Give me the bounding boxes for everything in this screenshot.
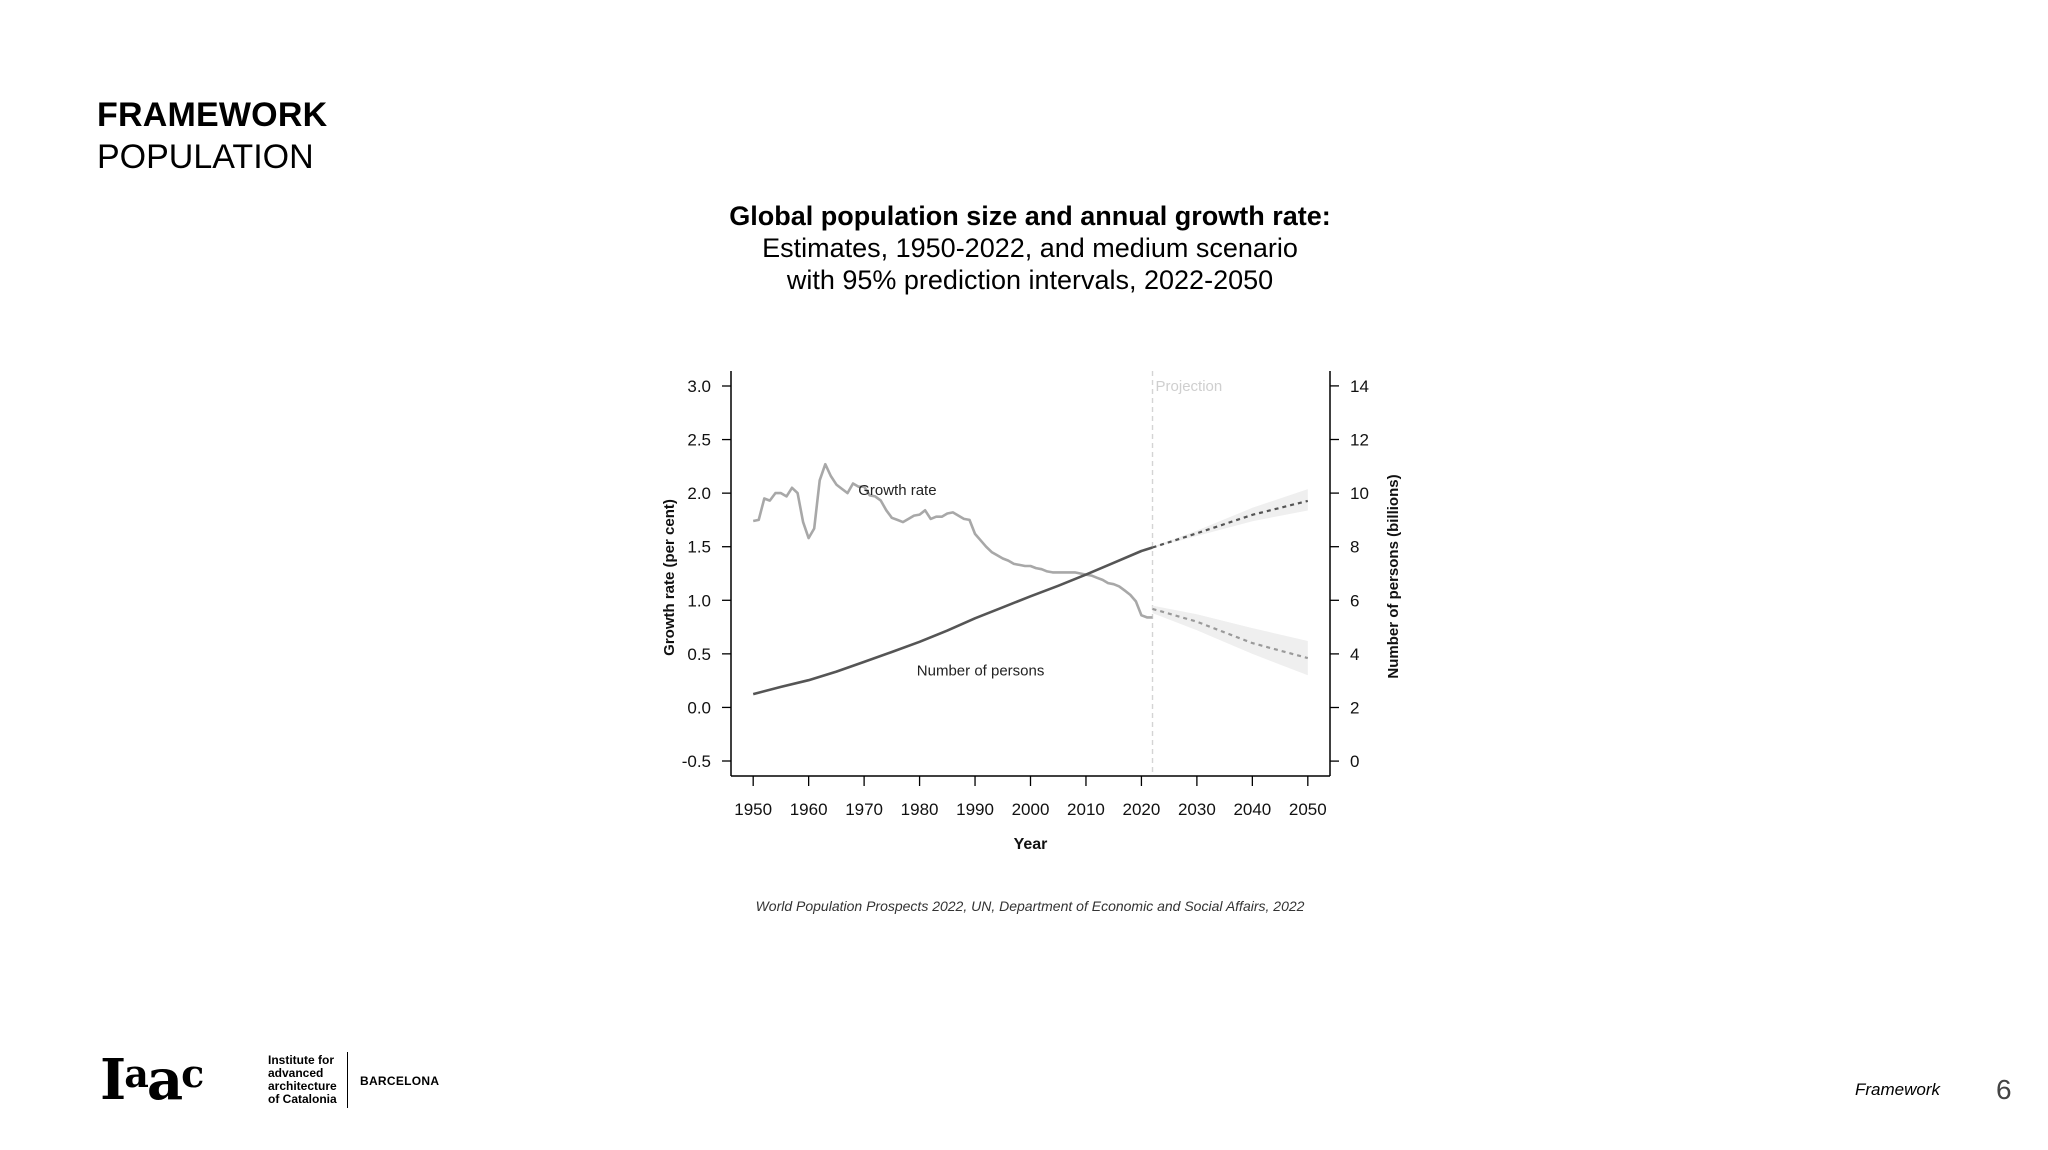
growth-rate-line	[752, 462, 1153, 619]
y-left-tick-label: 1.5	[687, 538, 711, 557]
chart-title-line-2: Estimates, 1950-2022, and medium scenari…	[762, 233, 1298, 263]
y-right-tick-label: 0	[1350, 752, 1359, 771]
projection-label: Projection	[1156, 378, 1223, 395]
section-subtitle: POPULATION	[97, 138, 314, 176]
logo-institute-text: Institute for advanced architecture of C…	[268, 1054, 337, 1106]
x-tick-label: 2020	[1123, 800, 1161, 819]
x-tick-label: 1970	[845, 800, 883, 819]
x-axis-label: Year	[1014, 836, 1048, 853]
y-left-tick-label: 2.5	[687, 431, 711, 450]
y-left-tick-label: 0.0	[687, 698, 711, 717]
logo-text-line: of Catalonia	[268, 1092, 337, 1106]
number-of-persons-projection-line	[1152, 499, 1309, 549]
y-axis-left-label: Growth rate (per cent)	[661, 499, 678, 656]
chart-title-line-1: Global population size and annual growth…	[729, 201, 1331, 231]
y-right-tick-label: 6	[1350, 591, 1359, 610]
growth-rate-label: Growth rate	[858, 482, 936, 499]
number-of-persons-prediction-interval	[1152, 489, 1308, 548]
x-tick-label: 2050	[1289, 800, 1327, 819]
logo-text-line: architecture	[268, 1079, 337, 1093]
y-left-tick-label: 2.0	[687, 484, 711, 503]
chart-title: Global population size and annual growth…	[640, 200, 1420, 296]
logo-text-line: advanced	[268, 1066, 324, 1080]
y-left-tick-label: 1.0	[687, 591, 711, 610]
source-citation: World Population Prospects 2022, UN, Dep…	[755, 898, 1305, 914]
x-tick-label: 2040	[1233, 800, 1271, 819]
y-right-tick-label: 10	[1350, 484, 1369, 503]
x-tick-label: 1990	[956, 800, 994, 819]
logo-city: BARCELONA	[360, 1074, 440, 1088]
footer-section-label: Framework	[1855, 1080, 1941, 1099]
page-number: 6	[1996, 1074, 2012, 1105]
y-right-tick-label: 8	[1350, 538, 1359, 557]
logo-text-line: Institute for	[268, 1053, 334, 1067]
growth-rate-prediction-interval	[1152, 605, 1308, 676]
x-tick-label: 1980	[901, 800, 939, 819]
x-tick-label: 1960	[790, 800, 828, 819]
number-of-persons-label: Number of persons	[917, 663, 1045, 680]
x-tick-label: 2000	[1012, 800, 1050, 819]
x-tick-label: 2010	[1067, 800, 1105, 819]
chart-title-line-3: with 95% prediction intervals, 2022-2050	[786, 265, 1274, 295]
y-right-tick-label: 14	[1350, 377, 1369, 396]
section-title: FRAMEWORK	[97, 96, 328, 134]
y-left-tick-label: 0.5	[687, 645, 711, 664]
y-axis-right-label: Number of persons (billions)	[1385, 474, 1402, 678]
logo-mark: Iaac	[100, 1047, 204, 1113]
x-tick-label: 1950	[734, 800, 772, 819]
number-of-persons-line	[752, 546, 1153, 696]
y-left-tick-label: 3.0	[687, 377, 711, 396]
y-right-tick-label: 12	[1350, 431, 1369, 450]
x-tick-label: 2030	[1178, 800, 1216, 819]
logo-divider	[347, 1052, 348, 1108]
y-left-tick-label: -0.5	[682, 752, 711, 771]
growth-rate-projection-line	[1152, 607, 1309, 660]
y-right-tick-label: 4	[1350, 645, 1359, 664]
y-right-tick-label: 2	[1350, 698, 1359, 717]
